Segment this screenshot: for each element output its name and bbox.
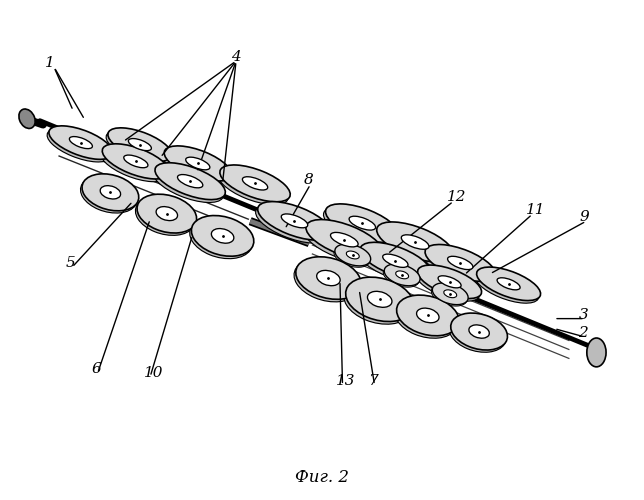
Ellipse shape [497,278,520,290]
Ellipse shape [587,338,606,367]
Ellipse shape [417,265,482,298]
Text: 12: 12 [447,190,466,204]
Text: 11: 11 [526,203,545,217]
Text: 6: 6 [91,362,101,376]
Ellipse shape [383,254,408,268]
Ellipse shape [477,267,540,300]
Ellipse shape [102,144,169,179]
Text: 10: 10 [144,366,163,380]
Ellipse shape [137,194,196,233]
Ellipse shape [106,130,170,164]
Ellipse shape [281,214,308,228]
Ellipse shape [100,146,167,182]
Ellipse shape [383,266,419,287]
Ellipse shape [395,271,408,279]
Ellipse shape [218,168,289,204]
Ellipse shape [153,166,223,202]
Ellipse shape [178,174,203,188]
Ellipse shape [425,244,495,282]
Ellipse shape [330,232,358,247]
Ellipse shape [242,176,268,190]
Text: 7: 7 [368,374,378,388]
Ellipse shape [162,148,229,184]
Ellipse shape [395,298,457,338]
Ellipse shape [469,325,489,338]
Ellipse shape [124,155,148,168]
Text: 13: 13 [336,374,355,388]
Ellipse shape [108,128,172,162]
Ellipse shape [431,284,467,306]
Ellipse shape [256,204,329,243]
Ellipse shape [317,270,340,285]
Ellipse shape [397,295,459,336]
Ellipse shape [334,246,370,268]
Ellipse shape [384,264,420,286]
Ellipse shape [448,256,473,270]
Ellipse shape [401,235,429,250]
Ellipse shape [416,268,480,301]
Ellipse shape [438,276,461,288]
Ellipse shape [325,204,399,242]
Ellipse shape [475,270,539,303]
Ellipse shape [346,277,413,322]
Text: 2: 2 [578,326,588,340]
Ellipse shape [423,248,493,284]
Ellipse shape [349,216,375,230]
Ellipse shape [346,251,359,259]
Ellipse shape [444,290,457,298]
Ellipse shape [358,245,429,282]
Ellipse shape [450,316,506,352]
Ellipse shape [19,109,35,128]
Text: Фиг. 2: Фиг. 2 [295,469,349,486]
Ellipse shape [304,222,381,263]
Ellipse shape [375,225,451,266]
Ellipse shape [258,202,331,240]
Text: 4: 4 [231,50,241,64]
Ellipse shape [294,260,359,302]
Ellipse shape [135,196,195,235]
Ellipse shape [220,165,290,202]
Text: 1: 1 [45,56,55,70]
Ellipse shape [306,220,383,260]
Ellipse shape [344,280,412,324]
Ellipse shape [191,216,254,256]
Ellipse shape [335,244,371,266]
Ellipse shape [360,242,431,279]
Text: 9: 9 [580,210,589,224]
Ellipse shape [432,283,468,304]
Ellipse shape [417,308,439,323]
Ellipse shape [155,163,225,200]
Text: 8: 8 [304,174,314,188]
Ellipse shape [211,228,234,243]
Ellipse shape [296,257,361,300]
Ellipse shape [190,218,252,258]
Ellipse shape [47,128,111,162]
Ellipse shape [80,176,137,213]
Ellipse shape [323,207,397,246]
Ellipse shape [368,292,392,308]
Text: 3: 3 [578,308,588,322]
Ellipse shape [82,174,138,211]
Text: 5: 5 [66,256,75,270]
Ellipse shape [70,136,93,148]
Ellipse shape [100,186,120,199]
Ellipse shape [451,313,507,350]
Ellipse shape [377,222,453,262]
Ellipse shape [49,126,113,160]
Ellipse shape [128,138,151,150]
Ellipse shape [156,206,178,220]
Ellipse shape [185,157,210,170]
Ellipse shape [164,146,231,181]
